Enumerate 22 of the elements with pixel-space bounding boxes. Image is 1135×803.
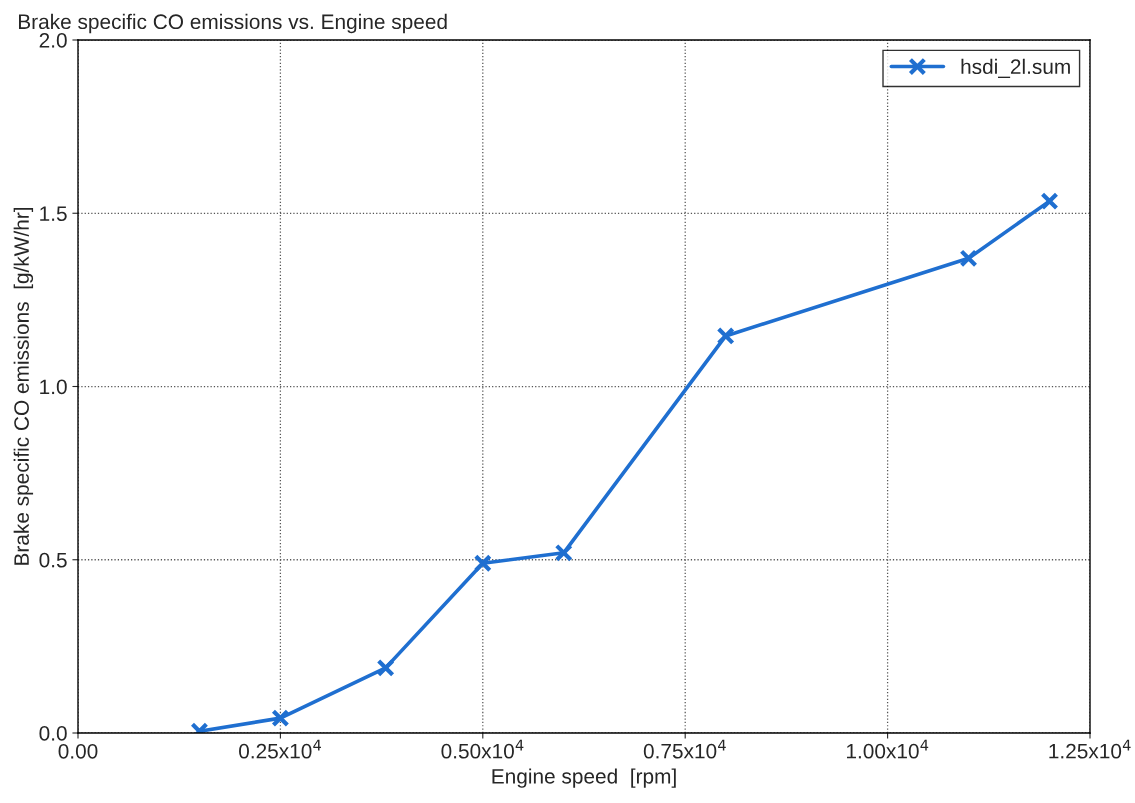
- point: [271, 709, 290, 728]
- y-axis-title: Brake specific CO emissions [g/kW/hr]: [13, 207, 34, 565]
- legend-label: hsdi_2l.sum: [961, 58, 1070, 78]
- x-tick-label: 0.50x10$^{4}$: [441, 739, 524, 759]
- x-axis-title: Engine speed [rpm]: [492, 768, 676, 788]
- y-tick-label: 0.5: [39, 552, 67, 568]
- point: [959, 249, 978, 268]
- point: [716, 326, 735, 345]
- x-tick-label: 0.00: [58, 743, 98, 759]
- x-tick-label: 1.00x10$^{4}$: [847, 739, 929, 759]
- point: [1040, 192, 1059, 211]
- point: [473, 554, 492, 573]
- y-tick-label: 2.0: [39, 33, 67, 48]
- y-tick-label: 0.0: [39, 726, 67, 741]
- chart-title: Brake specific CO emissions vs. Engine speed: [18, 13, 447, 34]
- x-tick-label: 0.75x10$^{4}$: [643, 739, 726, 759]
- y-tick-label: 1.5: [40, 206, 67, 221]
- y-tick-label: 1.0: [40, 379, 67, 395]
- point: [376, 658, 395, 677]
- x-tick-label: 0.25x10$^{4}$: [239, 739, 322, 759]
- point: [554, 543, 573, 562]
- x-tick-label: 1.25x10$^{4}$: [1049, 739, 1131, 759]
